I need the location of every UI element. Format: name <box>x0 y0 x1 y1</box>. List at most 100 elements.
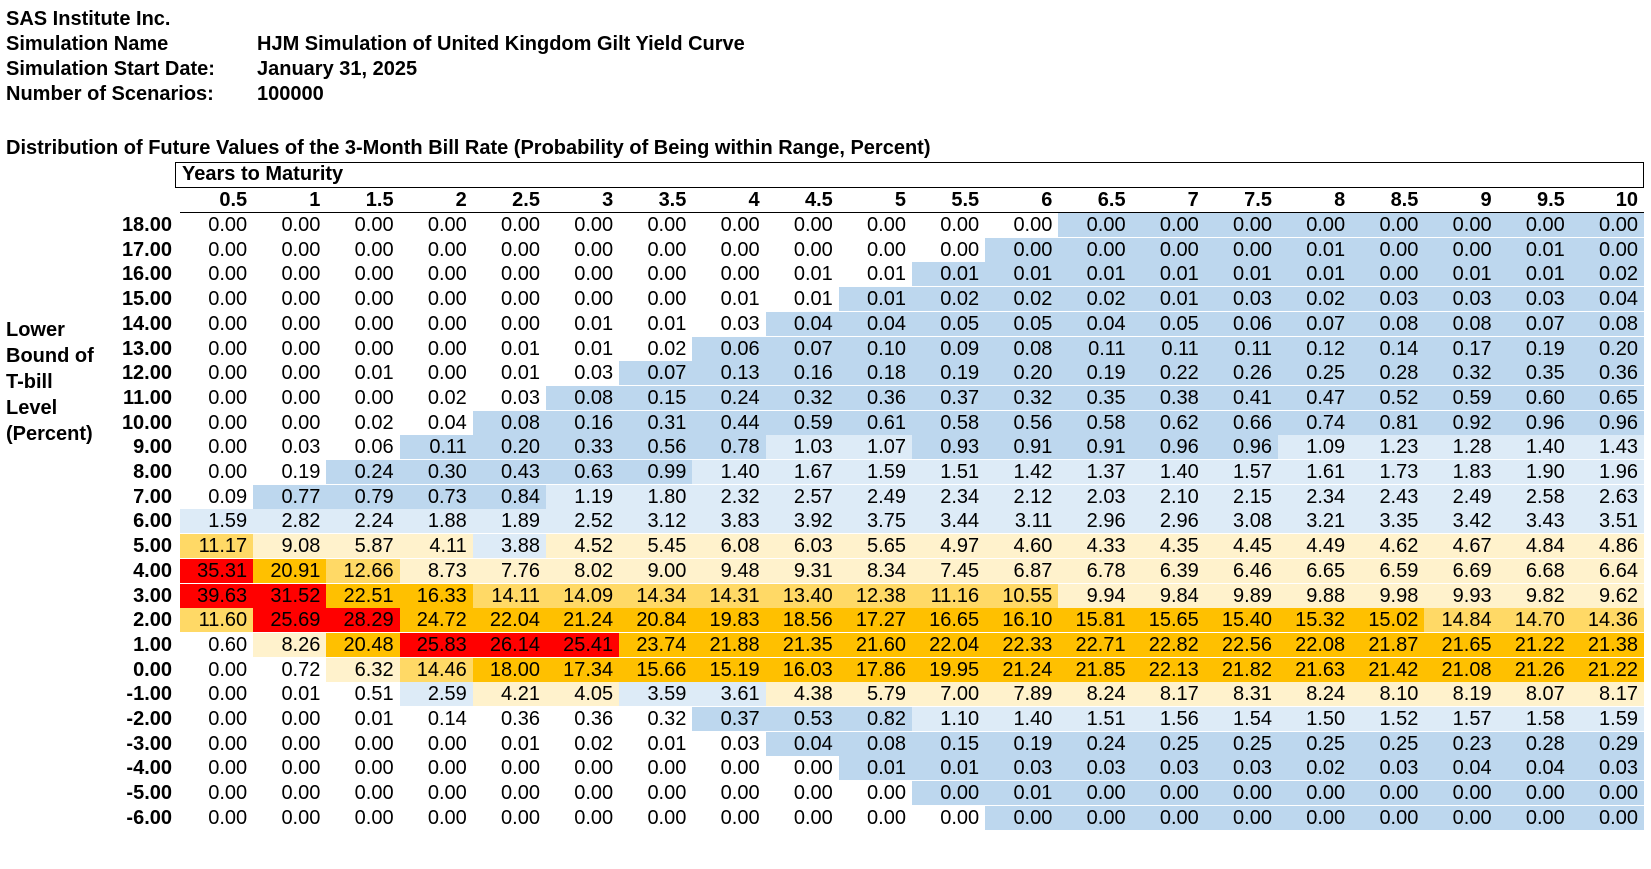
table-cell: 21.63 <box>1278 657 1352 682</box>
start-date-value: January 31, 2025 <box>257 58 418 80</box>
table-row: 3.00 39.63 31.52 22.51 16.33 14.11 14.09 14.34 1… <box>100 583 1651 609</box>
column-header: 5 <box>894 189 906 211</box>
table-cell: 0.78 <box>692 435 766 460</box>
table-cell: 0.23 <box>1424 731 1498 756</box>
row-label: 1.00 <box>133 633 172 656</box>
column-header: 9 <box>1480 189 1492 211</box>
table-cell: 0.01 <box>838 287 912 312</box>
table-cell: 0.00 <box>399 756 473 781</box>
table-cell: 10.55 <box>985 583 1059 608</box>
table-row: 15.00 0.00 0.00 0.00 0.00 0.00 0.00 0.00 0.01 0.0… <box>100 287 1651 312</box>
table-cell: 8.17 <box>1131 682 1205 707</box>
table-cell: 0.04 <box>838 311 912 336</box>
table-cell: 2.10 <box>1131 484 1205 509</box>
table-cell: 0.72 <box>253 657 327 682</box>
table-cell: 0.58 <box>912 410 986 435</box>
row-label: 16.00 <box>121 263 172 286</box>
table-cell: 1.52 <box>1351 707 1425 731</box>
table-cell: 8.17 <box>1570 682 1644 707</box>
table-cell: 0.00 <box>326 262 400 287</box>
table-cell: 0.73 <box>399 484 473 509</box>
table-cell: 0.01 <box>1278 237 1352 262</box>
table-cell: 15.32 <box>1278 608 1352 633</box>
table-cell: 9.08 <box>253 534 327 559</box>
table-cell: 1.40 <box>1497 435 1571 460</box>
table-cell: 0.03 <box>1424 287 1498 312</box>
table-cell: 8.24 <box>1278 682 1352 707</box>
table-cell: 0.01 <box>326 707 400 731</box>
table-cell: 1.73 <box>1351 460 1425 484</box>
table-cell: 0.00 <box>619 287 693 312</box>
table-cell: 15.19 <box>692 657 766 682</box>
scenarios-label: Number of Scenarios: <box>6 83 214 105</box>
column-header: 3.5 <box>658 189 687 211</box>
table-cell: 3.08 <box>1204 509 1278 534</box>
table-cell: 0.00 <box>472 756 546 781</box>
table-row: -2.00 0.00 0.00 0.01 0.14 0.36 0.36 0.32 0.37 0.5… <box>100 707 1651 732</box>
table-cell: 0.59 <box>1424 385 1498 410</box>
table-cell: 0.25 <box>1351 731 1425 756</box>
table-cell: 1.37 <box>1058 460 1132 484</box>
table-cell: 9.31 <box>765 558 839 583</box>
table-cell: 25.69 <box>253 608 327 633</box>
table-cell: 0.00 <box>253 756 327 781</box>
table-cell: 0.01 <box>985 781 1059 806</box>
table-cell: 9.98 <box>1351 583 1425 608</box>
table-cell: 0.52 <box>1351 385 1425 410</box>
table-cell: 8.02 <box>546 558 620 583</box>
table-cell: 0.01 <box>1497 262 1571 287</box>
table-cell: 0.17 <box>1424 336 1498 361</box>
table-cell: 6.32 <box>326 657 400 682</box>
table-cell: 0.00 <box>1278 805 1352 830</box>
table-cell: 3.88 <box>472 534 546 559</box>
table-cell: 1.56 <box>1131 707 1205 731</box>
table-cell: 8.24 <box>1058 682 1132 707</box>
row-label: 14.00 <box>121 312 172 335</box>
table-cell: 0.00 <box>180 460 254 484</box>
table-cell: 0.19 <box>1058 361 1132 386</box>
column-header: 0.5 <box>219 189 248 211</box>
table-cell: 14.31 <box>692 583 766 608</box>
table-row: 6.00 1.59 2.82 2.24 1.88 1.89 2.52 3.12 3.83 3.92… <box>100 509 1651 534</box>
column-headers: 0.5 1 1.5 2 2.5 3 3.5 4 4.5 5 5.5 6 6.5 7 7.5 8 8.5 9 9.5 1… <box>180 189 1644 213</box>
table-cell: 0.01 <box>985 262 1059 287</box>
table-cell: 2.24 <box>326 509 400 534</box>
table-cell: 3.42 <box>1424 509 1498 534</box>
table-cell: 24.72 <box>399 608 473 633</box>
table-cell: 15.65 <box>1131 608 1205 633</box>
table-cell: 0.03 <box>1204 756 1278 781</box>
row-label: -1.00 <box>126 683 172 706</box>
table-cell: 0.00 <box>253 731 327 756</box>
table-cell: 0.00 <box>399 311 473 336</box>
table-cell: 0.00 <box>253 336 327 361</box>
table-cell: 2.59 <box>399 682 473 707</box>
table-cell: 0.30 <box>399 460 473 484</box>
table-cell: 0.02 <box>985 287 1059 312</box>
table-cell: 0.84 <box>472 484 546 509</box>
table-cell: 0.01 <box>765 262 839 287</box>
table-cell: 0.00 <box>619 805 693 830</box>
table-cell: 0.00 <box>326 756 400 781</box>
table-cell: 2.43 <box>1351 484 1425 509</box>
table-cell: 0.11 <box>1204 336 1278 361</box>
table-cell: 0.08 <box>1351 311 1425 336</box>
table-cell: 0.38 <box>1131 385 1205 410</box>
table-cell: 0.00 <box>180 805 254 830</box>
table-cell: 21.60 <box>838 632 912 657</box>
table-cell: 0.00 <box>180 682 254 707</box>
table-cell: 0.03 <box>1351 756 1425 781</box>
table-cell: 0.06 <box>326 435 400 460</box>
table-cell: 22.56 <box>1204 632 1278 657</box>
table-cell: 0.00 <box>1204 781 1278 806</box>
table-cell: 21.24 <box>985 657 1059 682</box>
table-row: 8.00 0.00 0.19 0.24 0.30 0.43 0.63 0.99 1.40 1.67… <box>100 460 1651 485</box>
table-cell: 0.00 <box>692 781 766 806</box>
table-cell: 0.00 <box>472 805 546 830</box>
table-cell: 9.84 <box>1131 583 1205 608</box>
table-cell: 1.57 <box>1424 707 1498 731</box>
table-cell: 8.34 <box>838 558 912 583</box>
table-cell: 22.04 <box>472 608 546 633</box>
table-cell: 0.96 <box>1570 410 1644 435</box>
table-cell: 0.00 <box>472 287 546 312</box>
table-cell: 0.00 <box>838 213 912 237</box>
